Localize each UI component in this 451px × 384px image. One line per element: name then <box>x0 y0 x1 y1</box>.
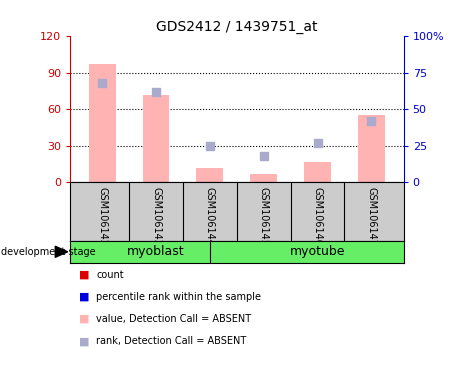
Text: GSM106144: GSM106144 <box>205 187 215 246</box>
Bar <box>196 168 223 182</box>
Text: myoblast: myoblast <box>127 245 185 258</box>
Text: GSM106143: GSM106143 <box>151 187 161 246</box>
Point <box>314 140 321 146</box>
Title: GDS2412 / 1439751_at: GDS2412 / 1439751_at <box>156 20 318 34</box>
Text: myotube: myotube <box>290 245 345 258</box>
Text: count: count <box>96 270 124 280</box>
Bar <box>89 65 115 182</box>
Bar <box>143 95 170 182</box>
Bar <box>358 116 385 182</box>
Point <box>206 143 213 149</box>
Point <box>152 89 160 95</box>
Text: GSM106145: GSM106145 <box>259 187 269 246</box>
Text: ■: ■ <box>79 270 89 280</box>
Text: GSM106142: GSM106142 <box>97 187 107 246</box>
Text: GSM106146: GSM106146 <box>313 187 322 246</box>
Text: GSM106147: GSM106147 <box>366 187 376 246</box>
Text: development stage: development stage <box>1 247 96 257</box>
Text: ■: ■ <box>79 292 89 302</box>
Text: percentile rank within the sample: percentile rank within the sample <box>96 292 261 302</box>
Bar <box>250 174 277 182</box>
Point <box>260 153 267 159</box>
Text: rank, Detection Call = ABSENT: rank, Detection Call = ABSENT <box>96 336 246 346</box>
Text: ■: ■ <box>79 336 89 346</box>
Text: value, Detection Call = ABSENT: value, Detection Call = ABSENT <box>96 314 251 324</box>
Polygon shape <box>55 246 68 257</box>
Text: ■: ■ <box>79 314 89 324</box>
Point <box>368 118 375 124</box>
Bar <box>304 162 331 182</box>
Point <box>99 80 106 86</box>
